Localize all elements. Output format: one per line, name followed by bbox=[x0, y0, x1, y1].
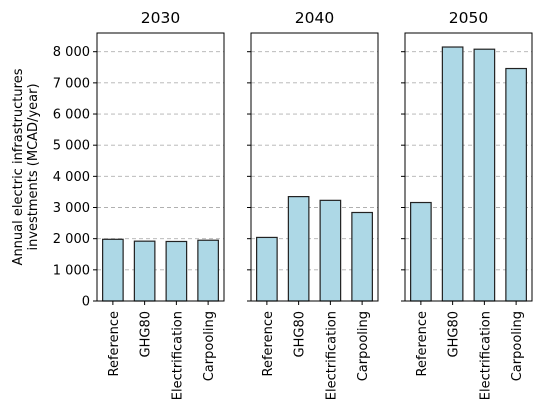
bar-2030-carpooling bbox=[197, 239, 219, 302]
y-axis-label: Annual electric infrastructures investmen… bbox=[11, 68, 41, 265]
y-tick-label: 7 000 bbox=[53, 76, 90, 91]
x-tick-label: GHG80 bbox=[293, 311, 308, 357]
bar-2040-electrification bbox=[319, 199, 342, 302]
x-tick-label: Reference bbox=[107, 311, 122, 376]
x-tick-label: Electrification bbox=[478, 311, 493, 400]
x-tick-label: Electrification bbox=[324, 311, 339, 400]
x-tick-label: Reference bbox=[261, 311, 276, 376]
bar-2050-ghg80 bbox=[441, 46, 464, 302]
x-tick-label: Electrification bbox=[170, 311, 185, 400]
y-tick-label: 2 000 bbox=[53, 232, 90, 247]
bar-2040-carpooling bbox=[351, 211, 373, 302]
x-tick-label: Carpooling bbox=[356, 311, 371, 381]
chart-panels: Reference GHG80 Electrification Carpooling 2… bbox=[53, 9, 533, 400]
y-tick-label: 1 000 bbox=[53, 263, 90, 278]
panel-frame bbox=[96, 32, 225, 302]
bar-2040-reference bbox=[256, 236, 278, 302]
panel-title: 2050 bbox=[449, 9, 488, 27]
bar-2030-ghg80 bbox=[133, 240, 156, 302]
bar-2050-electrification bbox=[473, 48, 496, 302]
panel-title: 2040 bbox=[295, 9, 334, 27]
y-axis-label-line: Annual electric infrastructures bbox=[11, 68, 26, 265]
y-tick-label: 6 000 bbox=[53, 108, 90, 123]
y-tick-label: 0 bbox=[82, 295, 90, 310]
y-axis-label-line: investments (MCAD/year) bbox=[26, 83, 41, 250]
y-tick-label: 8 000 bbox=[53, 45, 90, 60]
y-tick-label: 5 000 bbox=[53, 139, 90, 154]
bar-2050-carpooling bbox=[505, 67, 527, 302]
bar-2030-reference bbox=[102, 238, 124, 302]
panel-2040: Reference GHG80 Electrification Carpooling 2… bbox=[247, 9, 379, 400]
panel-frame bbox=[250, 32, 379, 302]
x-tick-label: GHG80 bbox=[447, 311, 462, 357]
x-tick-label: GHG80 bbox=[139, 311, 154, 357]
panel-2030: Reference GHG80 Electrification Carpooling 2… bbox=[53, 9, 225, 400]
x-tick-label: Carpooling bbox=[202, 311, 217, 381]
x-tick-label: Reference bbox=[415, 311, 430, 376]
panel-frame bbox=[404, 32, 533, 302]
bar-2030-electrification bbox=[165, 240, 188, 302]
panel-title: 2030 bbox=[141, 9, 180, 27]
y-tick-label: 3 000 bbox=[53, 201, 90, 216]
panel-2050: Reference GHG80 Electrification Carpooling 2… bbox=[401, 9, 533, 400]
y-tick-label: 4 000 bbox=[53, 170, 90, 185]
x-tick-label: Carpooling bbox=[510, 311, 525, 381]
bar-2040-ghg80 bbox=[287, 196, 310, 302]
bar-2050-reference bbox=[410, 201, 432, 302]
